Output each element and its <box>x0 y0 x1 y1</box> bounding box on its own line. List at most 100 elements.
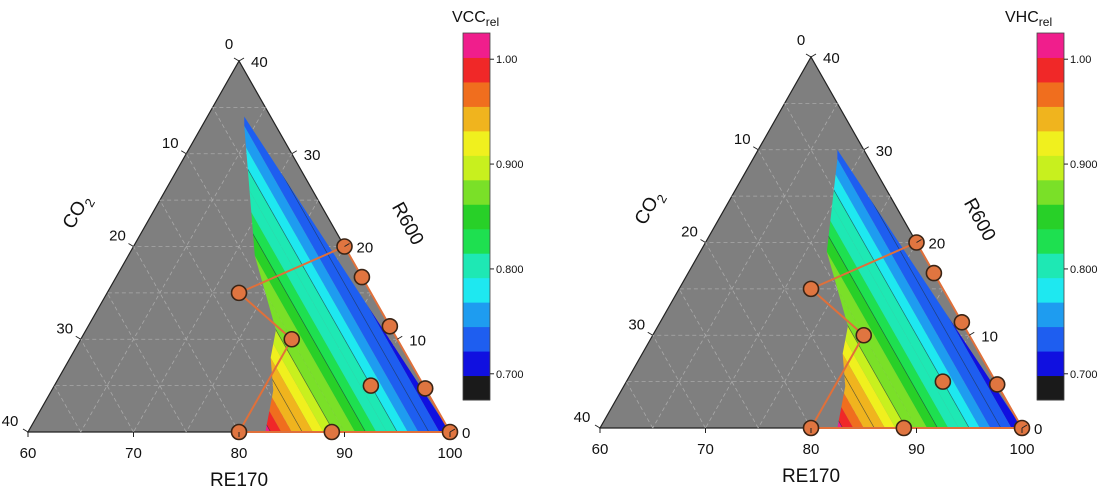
data-point[interactable] <box>381 317 399 335</box>
colorbar-segment <box>463 277 490 303</box>
tick-mark <box>238 57 245 62</box>
colorbar-tick-label: 0.800 <box>1070 264 1098 276</box>
tick-label-r600: 20 <box>929 236 946 253</box>
axis-title-r600: R600 <box>959 195 999 245</box>
data-point[interactable] <box>416 380 434 397</box>
grid-line <box>731 195 865 429</box>
contour-band <box>244 125 377 432</box>
colorbar-title: VCCrel <box>452 9 499 29</box>
data-point[interactable] <box>895 419 913 437</box>
grid-line <box>80 107 266 433</box>
colorbar: 1.00 0.900 0.800 0.700 VHCrel <box>1005 9 1098 401</box>
colorbar-segment <box>463 302 490 328</box>
contour-band <box>244 135 366 432</box>
contour-band <box>244 116 398 432</box>
data-point[interactable] <box>925 264 943 282</box>
grid-line <box>678 288 759 429</box>
contour-band <box>826 149 938 428</box>
grid-line <box>159 199 293 433</box>
tick-label-co2: 0 <box>797 32 805 49</box>
colorbar-segment <box>463 155 490 181</box>
colorbar-tick-label: 0.900 <box>1070 159 1098 171</box>
colorbar-segment <box>463 326 490 352</box>
contour-line <box>244 190 303 433</box>
colorbar-segment <box>463 204 490 230</box>
colorbar-segment <box>1037 179 1064 205</box>
contour-line <box>826 186 875 428</box>
tick-label-re170: 90 <box>336 445 353 462</box>
colorbar-segment <box>1037 155 1064 181</box>
colorbar-segment <box>1037 302 1064 328</box>
tick-label-co2: 30 <box>56 320 73 337</box>
tick-mark <box>647 331 654 336</box>
colorbar-segment <box>1037 81 1064 107</box>
colorbar-segment <box>463 33 490 58</box>
colorbar-frame <box>1036 32 1065 401</box>
colorbar-segment <box>463 351 490 377</box>
contour-line <box>244 135 366 433</box>
data-point[interactable] <box>353 268 371 286</box>
colorbar-title-main: VHC <box>1005 9 1039 26</box>
contour-band <box>826 159 906 428</box>
data-point[interactable] <box>323 423 341 441</box>
contour-band <box>244 116 408 432</box>
colorbar-tick-label: 1.00 <box>496 54 517 66</box>
tick-mark <box>344 243 350 247</box>
data-point[interactable] <box>802 280 820 298</box>
tick-label-r600: 20 <box>357 240 374 257</box>
tick-mark <box>968 331 975 336</box>
tick-label-r600: 10 <box>409 332 426 349</box>
tick-mark <box>449 428 456 433</box>
data-point[interactable] <box>362 377 380 394</box>
tick-label-r600: 40 <box>251 54 268 71</box>
contour-band <box>826 168 896 428</box>
data-point[interactable] <box>855 326 873 344</box>
data-point[interactable] <box>283 330 301 348</box>
colorbar-tick-label: 0.700 <box>1070 369 1098 381</box>
data-point[interactable] <box>934 373 952 390</box>
contour-band <box>826 149 959 428</box>
axis-title-re170: RE170 <box>782 466 840 487</box>
data-point[interactable] <box>953 313 971 331</box>
tick-label-co2: 20 <box>681 224 698 241</box>
tick-label-co2: 10 <box>734 131 751 148</box>
colorbar-segment <box>1037 277 1064 303</box>
colorbar-tick-label: 0.700 <box>496 369 524 381</box>
tick-label-co2: 10 <box>162 135 179 152</box>
tick-label-r600: 30 <box>304 147 321 164</box>
contour-band <box>826 149 949 428</box>
tick-label-re170: 100 <box>1009 441 1034 458</box>
colorbar-segment <box>1037 106 1064 132</box>
colorbar-segment <box>1037 375 1064 401</box>
grid-line <box>652 103 838 429</box>
colorbar-title-sub: rel <box>486 15 499 29</box>
colorbar-segment <box>463 179 490 205</box>
tick-label-co2: 20 <box>109 228 126 245</box>
data-point[interactable] <box>230 284 248 302</box>
tick-mark <box>396 335 403 340</box>
colorbar-segment <box>463 57 490 83</box>
data-point[interactable] <box>988 376 1006 393</box>
contour-band <box>826 149 928 428</box>
tick-label-re170: 100 <box>437 445 462 462</box>
axis-title-re170: RE170 <box>210 470 268 488</box>
contour-band <box>826 149 991 428</box>
contour-band <box>244 144 356 432</box>
tick-label-r600: 0 <box>462 425 470 442</box>
colorbar-segment <box>463 253 490 279</box>
colorbar-segment <box>1037 326 1064 352</box>
tick-label-re170: 70 <box>125 445 142 462</box>
tick-mark <box>233 57 240 62</box>
colorbar-segment <box>463 228 490 254</box>
colorbar-segment <box>1037 253 1064 279</box>
colorbar-segment <box>463 375 490 401</box>
colorbar: 1.00 0.900 0.800 0.700 VCCrel <box>452 9 524 401</box>
tick-label-re170: 80 <box>803 441 820 458</box>
colorbar-segment <box>1037 204 1064 230</box>
tick-label-re170: 60 <box>592 441 609 458</box>
colorbar-segment <box>1037 33 1064 58</box>
axis-title-r600: R600 <box>387 199 427 249</box>
tick-label-r600: 30 <box>876 143 893 160</box>
contour-line <box>244 116 398 433</box>
